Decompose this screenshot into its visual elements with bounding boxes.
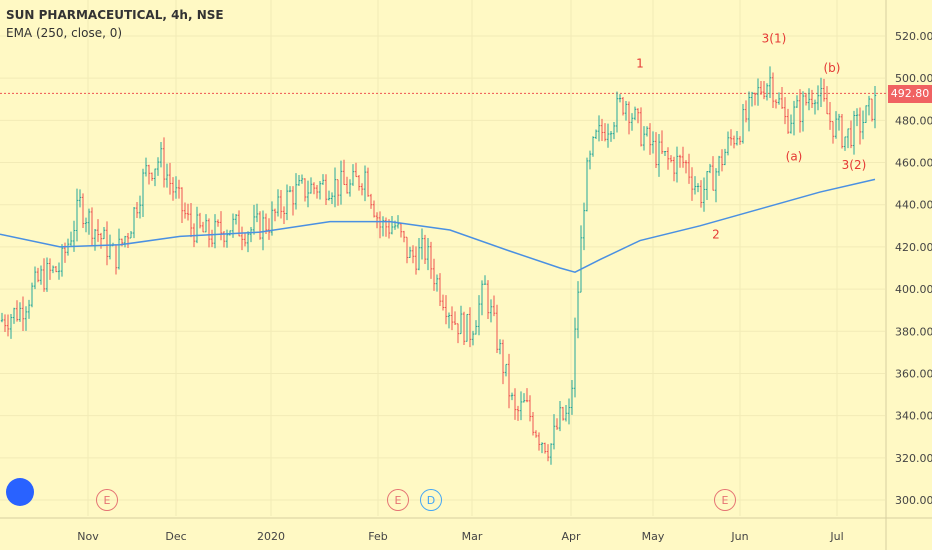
last-price-tag: 492.80 bbox=[888, 85, 932, 103]
y-tick-label: 480.00 bbox=[895, 114, 932, 127]
y-tick-label: 420.00 bbox=[895, 241, 932, 254]
y-tick-label: 360.00 bbox=[895, 367, 932, 380]
indicator-label: EMA (250, close, 0) bbox=[6, 26, 123, 40]
y-tick-label: 300.00 bbox=[895, 494, 932, 507]
wave-label: 3(2) bbox=[842, 158, 867, 172]
tradingview-logo-icon[interactable] bbox=[6, 478, 34, 506]
dividend-marker[interactable]: D bbox=[420, 489, 442, 511]
x-tick-label: 2020 bbox=[257, 530, 285, 543]
y-tick-label: 460.00 bbox=[895, 157, 932, 170]
x-tick-label: Jun bbox=[730, 530, 748, 543]
earnings-marker[interactable]: E bbox=[96, 489, 118, 511]
x-tick-label: May bbox=[642, 530, 665, 543]
y-tick-label: 340.00 bbox=[895, 410, 932, 423]
ema-line bbox=[0, 178, 876, 274]
y-tick-label: 440.00 bbox=[895, 199, 932, 212]
earnings-marker[interactable]: E bbox=[714, 489, 736, 511]
x-tick-label: Apr bbox=[561, 530, 581, 543]
wave-label: 3(1) bbox=[762, 31, 787, 45]
y-tick-label: 500.00 bbox=[895, 72, 932, 85]
y-tick-label: 400.00 bbox=[895, 283, 932, 296]
x-tick-label: Dec bbox=[165, 530, 186, 543]
y-tick-label: 520.00 bbox=[895, 30, 932, 43]
wave-label: (a) bbox=[786, 149, 803, 163]
wave-label: 1 bbox=[636, 57, 644, 71]
chart-legend: SUN PHARMACEUTICAL, 4h, NSE EMA (250, cl… bbox=[6, 6, 224, 42]
x-tick-label: Jul bbox=[829, 530, 843, 543]
y-tick-label: 380.00 bbox=[895, 325, 932, 338]
x-tick-label: Mar bbox=[462, 530, 483, 543]
x-tick-label: Feb bbox=[368, 530, 387, 543]
x-tick-label: Nov bbox=[77, 530, 99, 543]
earnings-marker[interactable]: E bbox=[387, 489, 409, 511]
wave-label: 2 bbox=[712, 227, 720, 241]
wave-label: (b) bbox=[824, 61, 841, 75]
y-tick-label: 320.00 bbox=[895, 452, 932, 465]
symbol-title: SUN PHARMACEUTICAL, 4h, NSE bbox=[6, 8, 224, 22]
